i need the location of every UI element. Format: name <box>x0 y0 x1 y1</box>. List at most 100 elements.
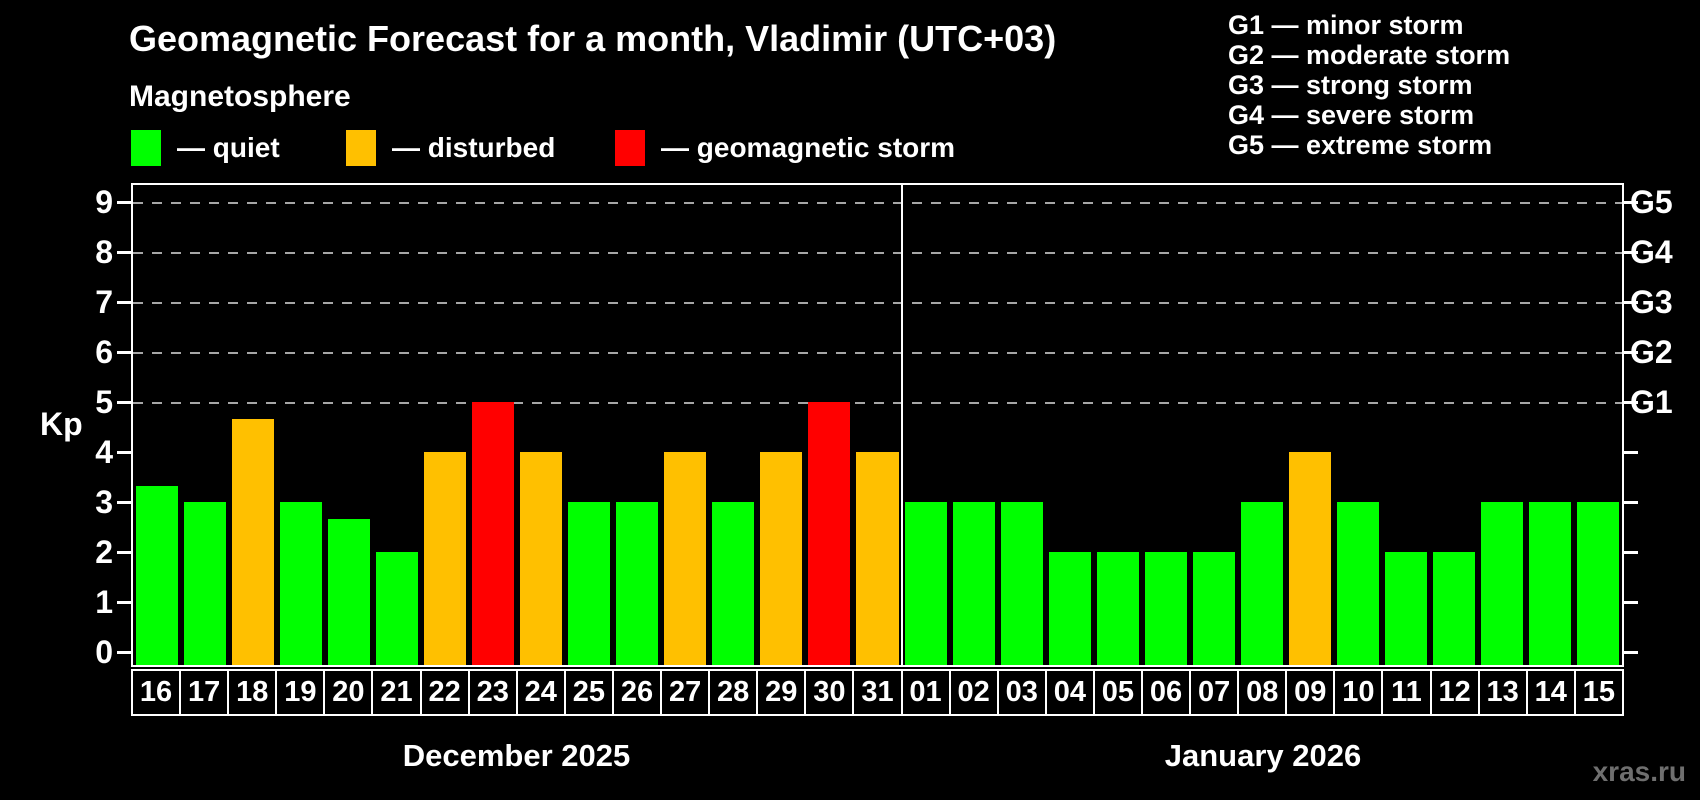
kp-bar <box>280 502 323 665</box>
date-cell: 13 <box>1477 669 1528 716</box>
legend-item-label: — disturbed <box>392 132 556 163</box>
y-tick-label: 0 <box>95 634 113 670</box>
storm-color-swatch-icon <box>615 130 645 166</box>
y-tick-label: 7 <box>95 284 113 320</box>
y-tick <box>117 201 131 204</box>
kp-bar <box>1144 552 1187 665</box>
date-cell: 11 <box>1381 669 1432 716</box>
kp-bar <box>1240 502 1283 665</box>
kp-bar <box>904 502 947 665</box>
kp-bar <box>616 502 659 665</box>
legend-item-quiet: — quiet <box>131 129 280 167</box>
date-cell: 25 <box>563 669 614 716</box>
kp-bar <box>136 485 179 665</box>
kp-bar <box>520 452 563 665</box>
right-tick <box>1624 401 1638 404</box>
g-scale-legend-line: G1 — minor storm <box>1228 10 1464 40</box>
right-tick <box>1624 551 1638 554</box>
disturbed-color-swatch-icon <box>346 130 376 166</box>
kp-bar <box>1048 552 1091 665</box>
kp-bar <box>808 402 851 665</box>
quiet-color-swatch-icon <box>131 130 161 166</box>
kp-bar <box>472 402 515 665</box>
plot-area: 0 1 2 3 4 5 G1 6 G2 7 G3 8 G4 9 G5 <box>95 183 1673 670</box>
date-cell: 01 <box>900 669 951 716</box>
date-cell: 24 <box>515 669 566 716</box>
kp-bar <box>952 502 995 665</box>
kp-bar <box>1192 552 1235 665</box>
right-tick <box>1624 251 1638 254</box>
right-tick <box>1624 601 1638 604</box>
date-cell: 16 <box>131 669 182 716</box>
kp-bar <box>712 502 755 665</box>
month-label-january: January 2026 <box>1164 738 1362 773</box>
kp-bar <box>856 452 899 665</box>
y-tick <box>117 551 131 554</box>
y-tick-label: 2 <box>95 534 113 570</box>
g-level-label: G1 <box>1630 384 1673 420</box>
legend-item-label: — geomagnetic storm <box>661 132 956 163</box>
y-tick <box>117 401 131 404</box>
g-scale-legend-line: G5 — extreme storm <box>1228 130 1493 160</box>
gridline-kp5 <box>133 402 1622 404</box>
month-divider <box>900 185 903 665</box>
date-cell: 20 <box>323 669 374 716</box>
y-tick-label: 9 <box>95 184 113 220</box>
date-cell: 23 <box>467 669 518 716</box>
date-cell: 21 <box>371 669 422 716</box>
y-tick <box>117 601 131 604</box>
kp-bar <box>1432 552 1475 665</box>
date-cell: 18 <box>227 669 278 716</box>
legend-item-storm: — geomagnetic storm <box>615 129 955 167</box>
y-tick <box>117 451 131 454</box>
y-tick-label: 1 <box>95 584 113 620</box>
date-cell: 08 <box>1237 669 1288 716</box>
date-axis-row: 16 17 18 19 20 21 22 23 24 25 26 27 28 29 30 31 01 02 03 04… <box>131 669 1624 716</box>
date-cell: 17 <box>179 669 230 716</box>
gridline-kp7 <box>133 302 1622 304</box>
kp-bar <box>1000 502 1043 665</box>
y-axis-title: Kp <box>40 406 83 442</box>
date-cell: 29 <box>756 669 807 716</box>
legend-item-label: — quiet <box>177 132 280 163</box>
kp-bar <box>1528 502 1571 665</box>
y-tick <box>117 651 131 654</box>
kp-bar <box>1576 502 1619 665</box>
right-tick <box>1624 201 1638 204</box>
right-tick <box>1624 501 1638 504</box>
right-tick <box>1624 651 1638 654</box>
kp-bar <box>1336 502 1379 665</box>
y-tick-label: 8 <box>95 234 113 270</box>
right-tick <box>1624 301 1638 304</box>
y-tick-label: 4 <box>95 434 113 470</box>
date-cell: 26 <box>611 669 663 716</box>
g-level-label: G3 <box>1630 284 1673 320</box>
gridline-kp6 <box>133 352 1622 354</box>
y-tick <box>117 351 131 354</box>
date-cell: 04 <box>1044 669 1095 716</box>
date-cell: 10 <box>1333 669 1384 716</box>
date-cell: 22 <box>419 669 470 716</box>
kp-bar <box>232 418 275 665</box>
g-scale-legend-line: G3 — strong storm <box>1228 70 1473 100</box>
kp-bar <box>568 502 611 665</box>
kp-bar <box>328 518 371 665</box>
y-tick-label: 6 <box>95 334 113 370</box>
kp-bar <box>184 502 227 665</box>
g-scale-legend: G1 — minor storm G2 — moderate storm G3 — … <box>1228 10 1510 160</box>
kp-bar <box>664 452 707 665</box>
date-cell: 02 <box>948 669 999 716</box>
kp-bar <box>1480 502 1523 665</box>
g-level-label: G2 <box>1630 334 1673 370</box>
date-cell: 05 <box>1092 669 1143 716</box>
date-cell: 28 <box>708 669 759 716</box>
right-tick <box>1624 451 1638 454</box>
g-scale-legend-line: G2 — moderate storm <box>1228 40 1511 70</box>
date-cell: 15 <box>1573 669 1624 716</box>
kp-bar <box>1384 552 1427 665</box>
page-subtitle: Magnetosphere <box>129 80 351 113</box>
kp-bar <box>1096 552 1139 665</box>
date-cell: 27 <box>660 669 711 716</box>
watermark: xras.ru <box>1592 756 1686 787</box>
kp-bar <box>760 452 803 665</box>
